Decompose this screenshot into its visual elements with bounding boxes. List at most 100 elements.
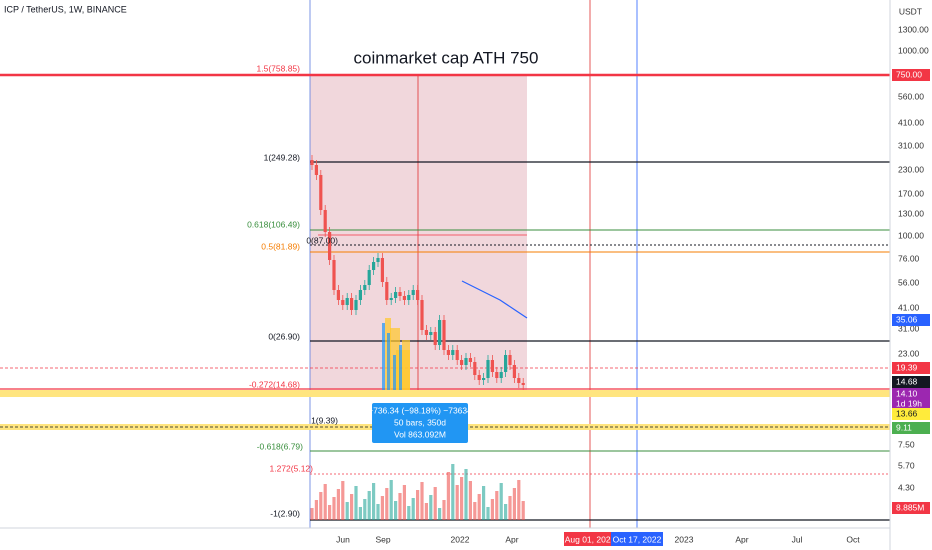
- candle: [363, 285, 367, 290]
- candle: [319, 175, 323, 210]
- volume-bar: [319, 492, 323, 520]
- candle: [358, 290, 362, 300]
- price-label: 4.30: [898, 482, 915, 492]
- price-label: 5.70: [898, 460, 915, 470]
- time-label: Apr: [505, 534, 518, 544]
- candle: [446, 350, 450, 355]
- volume-bar: [504, 504, 508, 520]
- fib-label: 1(9.39): [311, 415, 338, 425]
- volume-profile: [387, 333, 390, 390]
- candle: [385, 282, 389, 300]
- price-badge: [892, 502, 930, 514]
- volume-bar: [314, 500, 318, 520]
- measure-text: −736.34 (−98.18%) −73634: [368, 405, 472, 415]
- volume-bar: [310, 508, 314, 520]
- volume-bar: [490, 499, 494, 520]
- volume-bar: [407, 506, 411, 520]
- time-label: Apr: [735, 534, 748, 544]
- price-label: 100.00: [898, 230, 924, 240]
- price-badge: [892, 69, 930, 81]
- candle: [451, 350, 455, 355]
- price-label: 1000.00: [898, 45, 929, 55]
- candle: [354, 300, 358, 310]
- time-label: Jul: [792, 534, 803, 544]
- candle: [398, 292, 402, 296]
- candle: [460, 360, 464, 365]
- volume-bar: [389, 480, 393, 520]
- price-badge-text: 14.10: [896, 388, 918, 398]
- volume-bar: [345, 502, 349, 520]
- price-badge-text: 35.06: [896, 314, 918, 324]
- volume-bar: [517, 480, 521, 520]
- annotation: coinmarket cap ATH 750: [354, 48, 539, 67]
- volume-bar: [363, 499, 367, 520]
- candle: [411, 290, 415, 295]
- candle: [473, 362, 477, 375]
- fib-label: -0.618(6.79): [257, 441, 303, 451]
- candle: [336, 290, 340, 300]
- price-label: 560.00: [898, 91, 924, 101]
- moving-average: [461, 280, 528, 319]
- candle: [429, 332, 433, 335]
- volume-bar: [464, 469, 468, 520]
- candle: [310, 160, 314, 165]
- volume-bar: [416, 490, 420, 520]
- candle: [420, 300, 424, 330]
- lines: [0, 0, 891, 550]
- volume-bar: [341, 481, 345, 520]
- candle: [402, 296, 406, 300]
- symbol: ICP / TetherUS, 1W, BINANCE: [4, 4, 127, 14]
- volume-bar: [380, 496, 384, 520]
- volume-bar: [402, 485, 406, 520]
- volume-bar: [420, 482, 424, 520]
- volume-bar: [411, 498, 415, 520]
- candle: [490, 360, 494, 372]
- fib-label: 0.618(106.49): [247, 219, 300, 229]
- candle: [482, 378, 486, 380]
- time-label: Oct: [846, 534, 860, 544]
- volume-bar: [429, 495, 433, 520]
- time-badge-text: Oct 17, 2022: [613, 534, 662, 544]
- candle: [372, 262, 376, 270]
- volume-bar: [468, 481, 472, 520]
- price-label: 410.00: [898, 117, 924, 127]
- time-badge: [564, 532, 616, 546]
- time-label: 2023: [675, 534, 694, 544]
- volume-bar: [508, 496, 512, 520]
- volume-bar: [358, 507, 362, 520]
- price-label: 23.00: [898, 348, 920, 358]
- price-badge: [892, 408, 930, 420]
- volume-bar: [385, 488, 389, 520]
- volume-bar: [332, 497, 336, 520]
- volume-bar: [473, 502, 477, 520]
- price-label: 130.00: [898, 208, 924, 218]
- price-label: 76.00: [898, 253, 920, 263]
- price-label: 31.00: [898, 323, 920, 333]
- volume-bar: [424, 503, 428, 520]
- volume-bar: [499, 483, 503, 520]
- candle: [389, 298, 393, 300]
- price-label: 56.00: [898, 277, 920, 287]
- candle: [323, 210, 327, 232]
- volume-bar: [350, 494, 354, 520]
- volume-bar: [376, 504, 380, 520]
- price-badge: [892, 362, 930, 374]
- time-label: Sep: [375, 534, 390, 544]
- price-badge: [892, 314, 930, 326]
- price-label: 1300.00: [898, 24, 929, 34]
- volume-bar: [323, 484, 327, 520]
- candle: [380, 258, 384, 282]
- currency: USDT: [899, 6, 922, 16]
- price-badge: [892, 398, 930, 410]
- candle: [416, 290, 420, 300]
- volume-bar: [398, 493, 402, 520]
- price-badge-text: 750.00: [896, 69, 922, 79]
- candle: [350, 298, 354, 310]
- candle: [376, 258, 380, 262]
- volume-bar: [495, 491, 499, 520]
- candle: [394, 292, 398, 298]
- volume-profile: [402, 340, 410, 390]
- price-badge-text: 14.68: [896, 376, 918, 386]
- volume-bar: [482, 486, 486, 520]
